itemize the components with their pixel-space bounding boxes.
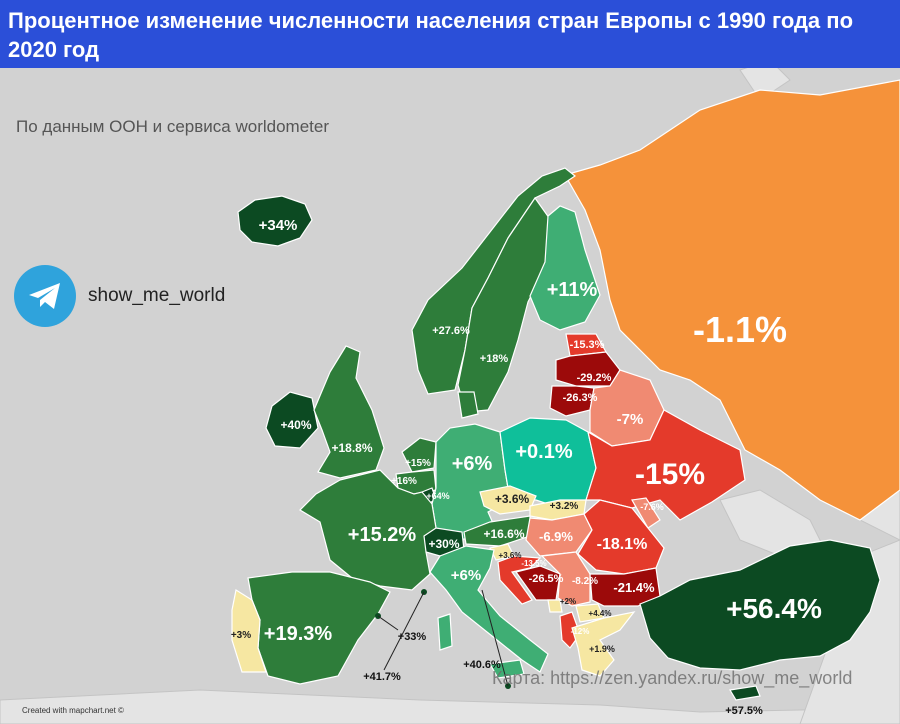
label-belarus: -7%	[617, 411, 644, 428]
country-italy	[429, 545, 549, 673]
country-portugal	[231, 589, 267, 673]
country-ukraine	[585, 409, 746, 521]
map-title: Процентное изменение численности населен…	[8, 8, 854, 62]
label-cyprus: +57.5%	[725, 705, 763, 717]
label-moldova: -7.6%	[640, 502, 664, 512]
andorra-leader	[377, 615, 399, 631]
country-hungary	[525, 513, 593, 557]
label-slovakia: +3.2%	[550, 501, 579, 512]
map-link: Карта: https://zen.yandex.ru/show_me_wor…	[492, 668, 853, 688]
credit-text: Created with mapchart.net ©	[22, 706, 124, 715]
label-croatia: -13.5%	[521, 559, 546, 568]
label-portugal: +3%	[231, 630, 251, 641]
country-cyprus	[729, 685, 761, 701]
label-france: +15.2%	[348, 524, 417, 546]
label-latvia: -29.2%	[577, 372, 612, 384]
country-sardinia	[437, 613, 453, 651]
label-belgium: +16%	[391, 476, 417, 487]
country-netherlands	[401, 437, 437, 473]
label-andorra: +33%	[398, 631, 427, 643]
telegram-icon	[14, 265, 76, 327]
label-hungary: -6.9%	[539, 529, 573, 544]
country-finland	[529, 205, 601, 331]
label-romania: -18.1%	[597, 536, 648, 553]
country-russia	[564, 79, 900, 521]
label-spain: +19.3%	[264, 623, 333, 645]
label-estonia: -15.3%	[570, 339, 605, 351]
label-monaco: +41.7%	[363, 671, 401, 683]
country-labels: +34% +27.6% +18% +11% -1.1% +40% +18.8% …	[231, 217, 822, 717]
label-bosnia: -26.5%	[529, 573, 564, 585]
country-uk	[313, 345, 385, 479]
label-poland: +0.1%	[515, 441, 572, 463]
label-slovenia: +3.6%	[499, 551, 522, 560]
label-turkey: +56.4%	[726, 593, 822, 624]
title-bar: Процентное изменение численности населен…	[0, 0, 900, 68]
label-switzerland: +30%	[428, 537, 459, 551]
label-ukraine: -15%	[635, 458, 705, 491]
country-turkey	[639, 539, 881, 671]
label-czechia: +3.6%	[495, 492, 530, 506]
label-ireland: +40%	[280, 418, 311, 432]
label-montenegro: +2%	[560, 597, 576, 606]
country-france	[299, 469, 437, 591]
label-iceland: +34%	[259, 217, 298, 234]
label-russia: -1.1%	[693, 309, 787, 350]
brand-block: show_me_world	[14, 265, 226, 327]
label-finland: +11%	[547, 279, 598, 301]
monaco-leader	[383, 591, 425, 671]
country-sweden	[457, 196, 553, 413]
brand-name: show_me_world	[88, 285, 226, 306]
label-malta: +40.6%	[463, 659, 501, 671]
label-bulgaria: -21.4%	[613, 580, 655, 595]
label-norway: +27.6%	[432, 325, 470, 337]
label-albania: -12%	[571, 627, 590, 636]
malta-leader	[481, 589, 509, 687]
label-macedonia: +4.4%	[589, 609, 612, 618]
country-sicily	[489, 659, 525, 679]
label-austria: +16.6%	[483, 527, 524, 541]
label-greece: +1.9%	[589, 644, 615, 654]
country-iceland	[237, 195, 313, 247]
country-serbia	[540, 551, 591, 607]
source-note: По данным ООН и сервиса worldometer	[16, 117, 329, 136]
country-bosnia	[514, 565, 561, 601]
label-lithuania: -26.3%	[563, 392, 598, 404]
label-italy: +6%	[451, 567, 481, 584]
label-serbia: -8.2%	[572, 576, 598, 587]
country-montenegro	[547, 599, 563, 613]
label-sweden: +18%	[480, 353, 509, 365]
country-moldova	[631, 497, 661, 529]
label-germany: +6%	[452, 453, 493, 475]
label-netherlands: +15%	[405, 458, 431, 469]
country-croatia	[497, 555, 542, 605]
country-greece	[571, 611, 636, 677]
label-uk: +18.8%	[331, 441, 372, 455]
land-north-africa	[0, 689, 900, 724]
country-ireland	[265, 391, 319, 449]
country-denmark	[457, 391, 479, 419]
label-luxembourg: +64%	[426, 491, 449, 501]
